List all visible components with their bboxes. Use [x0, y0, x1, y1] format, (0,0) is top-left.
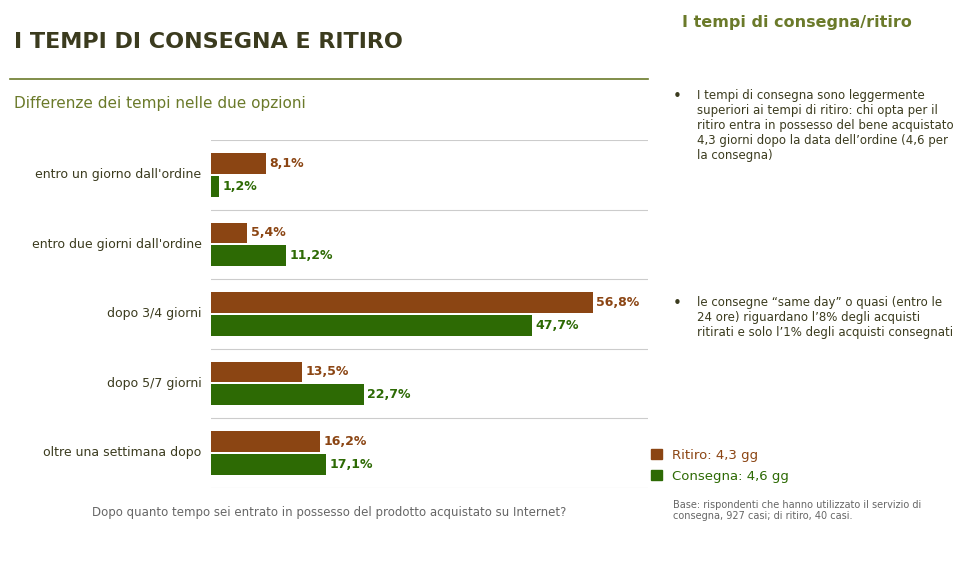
Text: 16,2%: 16,2%: [324, 435, 367, 448]
Text: 22,7%: 22,7%: [367, 388, 411, 401]
Text: oltre una settimana dopo: oltre una settimana dopo: [43, 446, 202, 460]
Bar: [211, 431, 320, 452]
Text: 17,1%: 17,1%: [329, 458, 373, 471]
Text: 1,2%: 1,2%: [223, 180, 257, 193]
Text: Differenze dei tempi nelle due opzioni: Differenze dei tempi nelle due opzioni: [14, 96, 306, 112]
Text: 13,5%: 13,5%: [305, 366, 348, 378]
Bar: [211, 176, 219, 197]
Text: 56,8%: 56,8%: [596, 296, 639, 309]
Text: I tempi di consegna sono leggermente superiori ai tempi di ritiro: chi opta per : I tempi di consegna sono leggermente sup…: [697, 89, 953, 162]
Legend: Ritiro: 4,3 gg, Consegna: 4,6 gg: Ritiro: 4,3 gg, Consegna: 4,6 gg: [646, 443, 794, 488]
Text: I tempi di consegna/ritiro: I tempi di consegna/ritiro: [682, 15, 912, 30]
Bar: [211, 292, 593, 313]
Bar: [211, 361, 301, 383]
Text: Dopo quanto tempo sei entrato in possesso del prodotto acquistato su Internet?: Dopo quanto tempo sei entrato in possess…: [91, 506, 566, 519]
Text: 47,7%: 47,7%: [535, 319, 579, 332]
Text: •: •: [673, 296, 682, 311]
Bar: [211, 454, 326, 475]
Text: 10: 10: [934, 551, 950, 564]
Bar: [211, 315, 532, 336]
Text: dopo 3/4 giorni: dopo 3/4 giorni: [108, 307, 202, 321]
Bar: [211, 384, 364, 405]
Text: •: •: [673, 89, 682, 104]
Text: 5,4%: 5,4%: [251, 227, 285, 239]
Text: entro un giorno dall'ordine: entro un giorno dall'ordine: [36, 168, 202, 182]
Text: le consegne “same day” o quasi (entro le 24 ore) riguardano l’8% degli acquisti : le consegne “same day” o quasi (entro le…: [697, 296, 953, 339]
Bar: [211, 245, 286, 266]
Text: entro due giorni dall'ordine: entro due giorni dall'ordine: [32, 238, 202, 251]
Bar: [211, 153, 266, 174]
Text: 8,1%: 8,1%: [269, 157, 303, 170]
Text: 11,2%: 11,2%: [290, 249, 333, 262]
Text: Base: rispondenti che hanno utilizzato il servizio di
consegna, 927 casi; di rit: Base: rispondenti che hanno utilizzato i…: [673, 500, 921, 522]
Text: dopo 5/7 giorni: dopo 5/7 giorni: [107, 377, 202, 390]
Bar: [211, 223, 248, 244]
Text: Netcomm e Human Highway: Netcomm e Human Highway: [10, 551, 179, 564]
Text: I TEMPI DI CONSEGNA E RITIRO: I TEMPI DI CONSEGNA E RITIRO: [14, 32, 403, 52]
